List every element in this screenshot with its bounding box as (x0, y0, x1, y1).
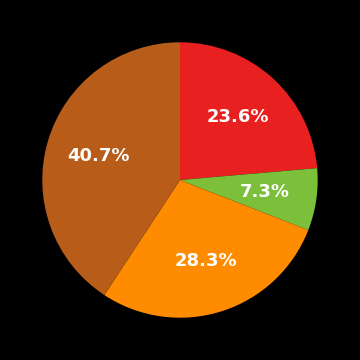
Wedge shape (104, 180, 308, 318)
Text: 7.3%: 7.3% (239, 183, 289, 201)
Text: 28.3%: 28.3% (175, 252, 237, 270)
Wedge shape (42, 42, 180, 295)
Wedge shape (180, 42, 317, 180)
Text: 23.6%: 23.6% (206, 108, 269, 126)
Text: 40.7%: 40.7% (67, 147, 130, 165)
Wedge shape (180, 168, 318, 230)
